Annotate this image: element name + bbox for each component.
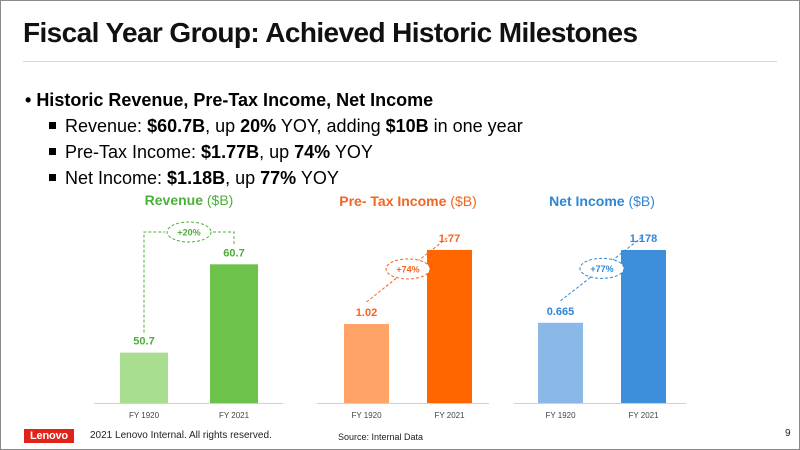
growth-oval — [579, 257, 625, 279]
growth-oval — [166, 221, 212, 243]
lenovo-logo: Lenovo — [24, 429, 74, 443]
bullet-text-segment: , up — [259, 142, 295, 162]
bullet-pretax: Pre-Tax Income: $1.77B, up 74% YOY — [25, 139, 523, 165]
square-bullet-icon — [49, 148, 56, 155]
slide-title: Fiscal Year Group: Achieved Historic Mil… — [23, 17, 638, 48]
title-divider — [23, 61, 777, 62]
x-tick-label: FY 1920 — [545, 411, 576, 420]
chart-title: Pre- Tax Income ($B) — [339, 193, 476, 209]
bullet-text-segment: YOY — [296, 168, 339, 188]
bullet-emphasis: 77% — [260, 168, 297, 188]
data-label: 1.178 — [630, 233, 658, 245]
bullet-text-segment: YOY — [330, 142, 373, 162]
chart-title: Net Income ($B) — [549, 193, 655, 209]
bullet-text-segment: , up — [225, 168, 261, 188]
square-bullet-icon — [49, 122, 56, 129]
bullet-text-segment: Revenue: — [65, 116, 148, 136]
growth-oval — [385, 258, 431, 280]
bar-fy-2021 — [427, 249, 472, 403]
bullet-netincome: Net Income: $1.18B, up 77% YOY — [25, 165, 523, 191]
x-tick-label: FY 1920 — [129, 411, 160, 420]
chart-title-name: Net Income — [549, 193, 625, 209]
x-tick-label: FY 2021 — [628, 411, 659, 420]
growth-connector — [143, 231, 235, 333]
bar-fy-1920 — [344, 323, 389, 403]
x-tick-label: FY 2021 — [434, 411, 465, 420]
data-label: 60.7 — [223, 247, 244, 259]
chart-title: Revenue ($B) — [145, 192, 234, 208]
bar-fy-1920 — [120, 352, 168, 403]
growth-label: +20% — [177, 228, 200, 238]
bullet-pretax-text: Pre-Tax Income: $1.77B, up 74% YOY — [65, 142, 373, 162]
growth-label: +77% — [590, 264, 613, 274]
chart-title-name: Revenue — [145, 192, 204, 208]
bullet-emphasis: $1.18B — [167, 168, 226, 188]
bullet-text-segment: Net Income: — [65, 168, 168, 188]
x-tick-label: FY 1920 — [351, 411, 382, 420]
chart-title-name: Pre- Tax Income — [339, 193, 446, 209]
bullet-revenue-text: Revenue: $60.7B, up 20% YOY, adding $10B… — [65, 116, 523, 136]
bullet-emphasis: $1.77B — [201, 142, 260, 162]
page-number: 9 — [785, 428, 791, 439]
square-bullet-icon — [49, 174, 56, 181]
growth-label: +74% — [396, 264, 419, 274]
chart-title-unit: ($B) — [625, 193, 655, 209]
growth-connector — [366, 235, 450, 303]
bullet-text-segment: in one year — [428, 116, 523, 136]
bullet-emphasis: $10B — [385, 116, 429, 136]
bullet-netincome-text: Net Income: $1.18B, up 77% YOY — [65, 168, 339, 188]
bullet-revenue: Revenue: $60.7B, up 20% YOY, adding $10B… — [25, 113, 523, 139]
source-text: Source: Internal Data — [338, 432, 424, 442]
x-tick-label: FY 2021 — [219, 411, 250, 420]
bullet-heading: • Historic Revenue, Pre-Tax Income, Net … — [25, 90, 434, 110]
bullet-emphasis: $60.7B — [147, 116, 206, 136]
bullet-text-segment: Pre-Tax Income: — [65, 142, 202, 162]
data-label: 1.02 — [356, 307, 377, 319]
bullet-list: • Historic Revenue, Pre-Tax Income, Net … — [25, 87, 523, 191]
bullet-heading-text: Historic Revenue, Pre-Tax Income, Net In… — [36, 90, 434, 110]
chart-title-unit: ($B) — [446, 193, 476, 209]
bar-fy-2021 — [210, 264, 258, 403]
chart-title-unit: ($B) — [203, 192, 233, 208]
copyright-text: 2021 Lenovo Internal. All rights reserve… — [90, 430, 272, 441]
bullet-text-segment: , up — [205, 116, 241, 136]
bullet-emphasis: 20% — [240, 116, 277, 136]
data-label: 50.7 — [133, 336, 154, 348]
bullet-text-segment: YOY, adding — [276, 116, 386, 136]
bullet-emphasis: 74% — [294, 142, 331, 162]
data-label: 1.77 — [439, 233, 460, 245]
bar-fy-2021 — [621, 249, 666, 403]
data-label: 0.665 — [547, 306, 575, 318]
bar-fy-1920 — [538, 322, 583, 403]
